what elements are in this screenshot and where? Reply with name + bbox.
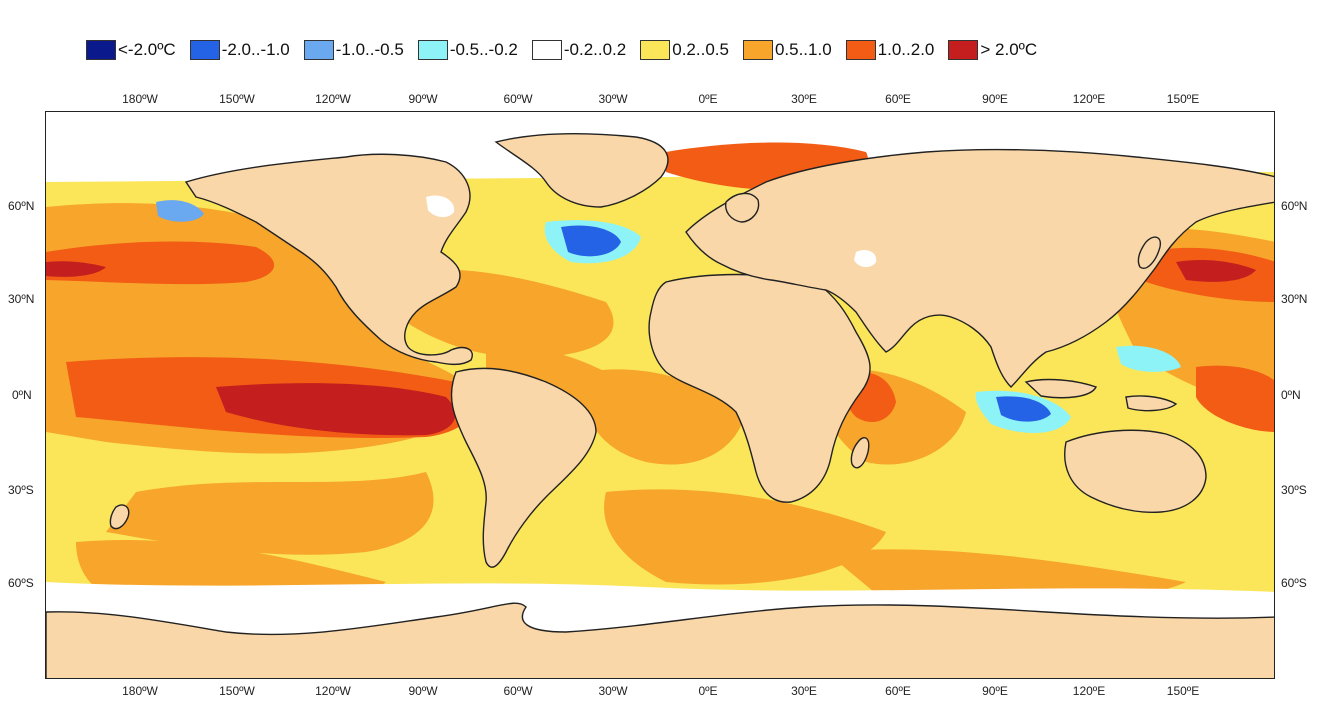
lon-label-bottom: 60ºW bbox=[503, 684, 533, 698]
land-japan bbox=[1137, 236, 1161, 269]
lon-label-bottom: 30ºW bbox=[598, 684, 628, 698]
lon-label-bottom: 90ºW bbox=[408, 684, 438, 698]
land-eurasia bbox=[685, 148, 1274, 388]
land-africa bbox=[648, 273, 871, 503]
lon-label-top: 90ºW bbox=[408, 92, 438, 106]
legend-item: 1.0..2.0 bbox=[845, 40, 935, 60]
land-indonesia bbox=[1024, 378, 1097, 399]
legend-item: -0.2..0.2 bbox=[531, 40, 627, 60]
lon-label-bottom: 150ºE bbox=[1166, 684, 1200, 698]
lat-label-left: 0ºN bbox=[12, 388, 32, 402]
cool-anomalies bbox=[156, 200, 1181, 434]
hudson-bay-neutral bbox=[426, 195, 455, 218]
lon-label-top: 150ºE bbox=[1166, 92, 1200, 106]
legend-label: 0.2..0.5 bbox=[672, 40, 729, 59]
anomaly-gt-2.0 bbox=[46, 259, 1256, 436]
legend-label: -2.0..-1.0 bbox=[221, 40, 290, 59]
land-scandinavia bbox=[724, 192, 760, 223]
lon-label-top: 120ºW bbox=[315, 92, 351, 106]
legend-item: > 2.0ºC bbox=[948, 40, 1037, 60]
sst-anomaly-map bbox=[46, 112, 1274, 678]
legend-swatch bbox=[948, 40, 979, 60]
legend-label: <-2.0ºC bbox=[118, 40, 176, 59]
lat-label-left: 30ºN bbox=[8, 292, 35, 306]
legend-swatch bbox=[640, 40, 671, 60]
lon-label-bottom: 180ºW bbox=[122, 684, 158, 698]
land-madagascar bbox=[850, 437, 870, 469]
legend-item: -2.0..-1.0 bbox=[189, 40, 290, 60]
color-legend: <-2.0ºC -2.0..-1.0 -1.0..-0.5 -0.5..-0.2… bbox=[86, 40, 1051, 60]
lat-label-right: 30ºS bbox=[1281, 483, 1307, 497]
lon-label-bottom: 150ºW bbox=[219, 684, 255, 698]
lon-label-bottom: 30ºE bbox=[791, 684, 817, 698]
legend-label: 1.0..2.0 bbox=[877, 40, 935, 59]
land-greenland bbox=[494, 133, 669, 208]
lon-label-top: 180ºW bbox=[122, 92, 158, 106]
map-frame bbox=[45, 111, 1275, 679]
lon-label-bottom: 120ºW bbox=[315, 684, 351, 698]
land-new-zealand bbox=[109, 504, 130, 530]
lat-label-right: 30ºN bbox=[1281, 292, 1308, 306]
lon-label-bottom: 60ºE bbox=[885, 684, 911, 698]
caspian-sea-neutral bbox=[854, 250, 877, 268]
lat-label-right: 60ºN bbox=[1281, 199, 1308, 213]
lon-label-top: 120ºE bbox=[1072, 92, 1106, 106]
lat-label-right: 60ºS bbox=[1281, 576, 1307, 590]
lat-label-left: 30ºS bbox=[8, 483, 34, 497]
legend-label: > 2.0ºC bbox=[980, 40, 1038, 59]
lat-label-left: 60ºS bbox=[8, 576, 34, 590]
lon-label-top: 150ºW bbox=[219, 92, 255, 106]
lon-label-top: 60ºE bbox=[885, 92, 911, 106]
lat-label-right: 0ºN bbox=[1281, 388, 1301, 402]
legend-item: 0.5..1.0 bbox=[742, 40, 832, 60]
legend-label: -0.2..0.2 bbox=[563, 40, 627, 59]
land-australia bbox=[1064, 429, 1207, 514]
legend-label: -0.5..-0.2 bbox=[449, 40, 518, 59]
lon-label-top: 30ºW bbox=[598, 92, 628, 106]
legend-label: 0.5..1.0 bbox=[774, 40, 832, 59]
legend-swatch bbox=[531, 40, 562, 60]
legend-swatch bbox=[86, 40, 116, 60]
land-masses bbox=[46, 133, 1274, 678]
lat-label-left: 60ºN bbox=[8, 199, 35, 213]
land-south-america bbox=[450, 367, 597, 568]
legend-swatch bbox=[742, 40, 773, 60]
legend-swatch bbox=[303, 40, 334, 60]
lon-label-top: 30ºE bbox=[791, 92, 817, 106]
lon-label-bottom: 0ºE bbox=[698, 684, 718, 698]
lon-label-top: 0ºE bbox=[698, 92, 718, 106]
lon-label-top: 60ºW bbox=[503, 92, 533, 106]
land-new-guinea bbox=[1125, 395, 1178, 412]
legend-item: -1.0..-0.5 bbox=[303, 40, 404, 60]
land-antarctica bbox=[46, 602, 1274, 678]
legend-item: <-2.0ºC bbox=[86, 40, 176, 60]
lon-label-top: 90ºE bbox=[982, 92, 1008, 106]
legend-item: -0.5..-0.2 bbox=[417, 40, 518, 60]
legend-item: 0.2..0.5 bbox=[640, 40, 729, 60]
land-north-america bbox=[184, 153, 473, 366]
legend-swatch bbox=[189, 40, 220, 60]
legend-label: -1.0..-0.5 bbox=[335, 40, 404, 59]
lon-label-bottom: 90ºE bbox=[982, 684, 1008, 698]
legend-swatch bbox=[845, 40, 876, 60]
lon-label-bottom: 120ºE bbox=[1072, 684, 1106, 698]
legend-swatch bbox=[417, 40, 448, 60]
